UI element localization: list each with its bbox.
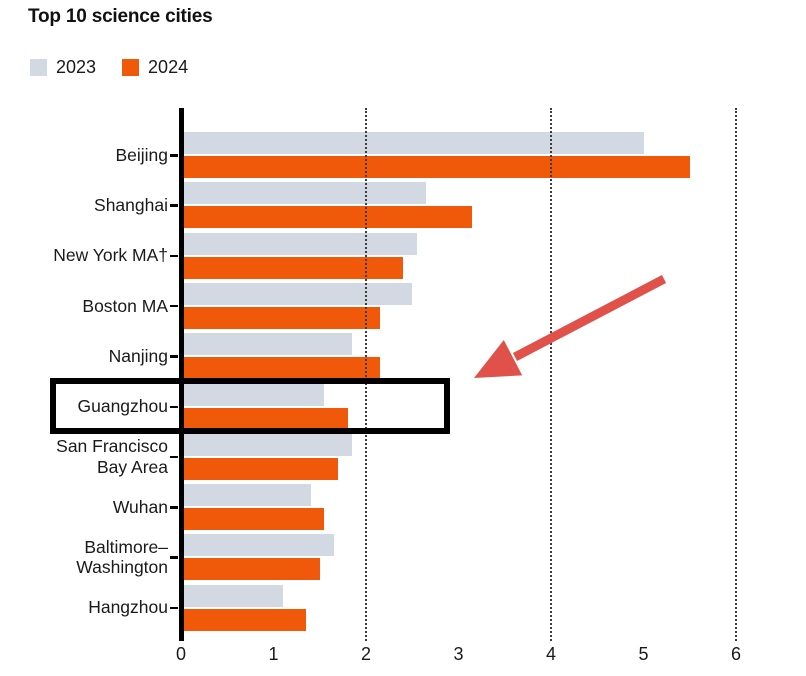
x-tick-label-5: 5 [638, 644, 649, 664]
category-tick-baltimore-washington [170, 556, 178, 559]
category-tick-new-york-ma [170, 254, 178, 258]
gridline-2 [365, 108, 367, 641]
category-tick-nanjing [170, 355, 178, 358]
bar-nanjing-2024 [183, 357, 380, 380]
category-label-boston-ma: Boston MA [82, 295, 168, 316]
y-axis-line [178, 108, 184, 641]
highlight-box-guangzhou [50, 378, 450, 434]
x-tick-label-6: 6 [730, 644, 741, 664]
bar-beijing-2023 [183, 132, 644, 154]
category-label-wuhan: Wuhan [112, 496, 168, 517]
category-label-beijing: Beijing [115, 144, 168, 165]
bar-guangzhou-2023 [183, 383, 325, 406]
bar-san-francisco-bay-area-2024 [183, 457, 339, 480]
bar-beijing-2024 [183, 156, 690, 178]
legend-swatch-2024-icon [122, 59, 140, 76]
bar-san-francisco-bay-area-2023 [183, 433, 353, 456]
category-label-san-francisco-bay-area: San Francisco Bay Area [56, 436, 168, 477]
x-tick-label-2: 2 [360, 644, 371, 664]
bar-shanghai-2024 [183, 206, 473, 229]
legend-label-2023: 2023 [56, 57, 97, 77]
category-tick-guangzhou [170, 405, 178, 408]
bar-new-york-ma-2024 [183, 256, 403, 279]
bar-hangzhou-2023 [183, 584, 283, 607]
legend-item-2024: 2024 [122, 57, 188, 78]
bar-guangzhou-2024 [183, 407, 348, 430]
chart-title: Top 10 science cities [28, 6, 213, 27]
bar-nanjing-2023 [183, 333, 353, 356]
bar-boston-ma-2023 [183, 282, 413, 305]
bar-baltimore-washington-2023 [183, 534, 334, 557]
category-tick-san-francisco-bay-area [170, 455, 178, 459]
bar-wuhan-2023 [183, 484, 311, 507]
category-label-nanjing: Nanjing [108, 345, 168, 366]
bar-shanghai-2023 [183, 182, 427, 205]
legend-label-2024: 2024 [148, 57, 189, 77]
x-tick-label-0: 0 [175, 644, 186, 664]
bar-hangzhou-2024 [183, 608, 306, 631]
legend: 2023 2024 [30, 57, 188, 78]
legend-item-2023: 2023 [30, 57, 96, 78]
category-tick-beijing [170, 154, 178, 157]
legend-swatch-2023-icon [30, 59, 47, 76]
category-tick-hangzhou [170, 606, 178, 610]
gridline-6 [735, 108, 737, 641]
bar-new-york-ma-2023 [183, 232, 417, 255]
bar-baltimore-washington-2024 [183, 558, 320, 581]
bar-boston-ma-2024 [183, 306, 380, 329]
category-label-hangzhou: Hangzhou [88, 597, 168, 618]
bar-wuhan-2024 [183, 508, 325, 531]
category-tick-boston-ma [170, 304, 178, 308]
x-tick-label-4: 4 [545, 644, 556, 664]
gridline-4 [550, 108, 552, 641]
category-label-guangzhou: Guangzhou [77, 396, 169, 417]
category-tick-shanghai [170, 204, 178, 207]
category-label-shanghai: Shanghai [94, 195, 168, 216]
category-label-baltimore-washington: Baltimore– Washington [76, 536, 168, 578]
category-label-new-york-ma: New York MA† [53, 245, 168, 266]
x-tick-label-3: 3 [453, 644, 464, 664]
x-tick-label-1: 1 [268, 644, 279, 664]
category-tick-wuhan [170, 506, 178, 509]
